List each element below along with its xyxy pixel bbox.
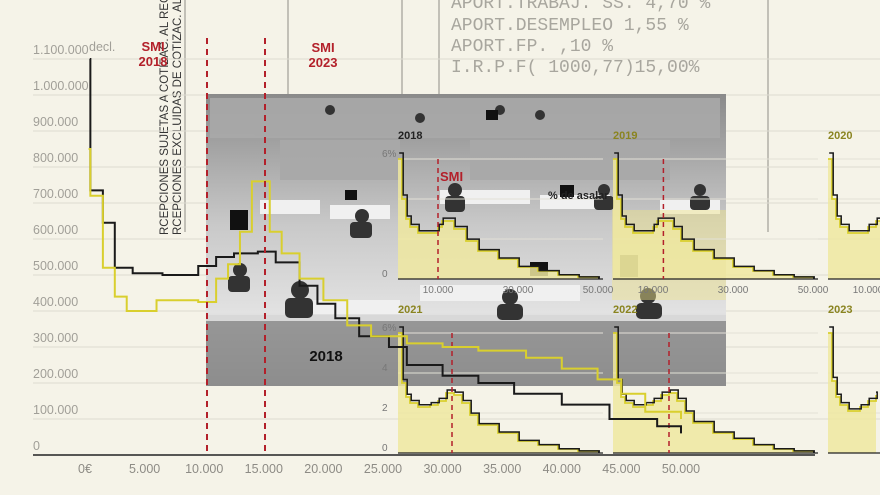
x-tick-label: 35.000 xyxy=(483,462,521,476)
x-tick-label: 20.000 xyxy=(304,462,342,476)
x-tick-label: 30.000 xyxy=(423,462,461,476)
x-tick-label: 15.000 xyxy=(245,462,283,476)
panel-smi-label: SMI xyxy=(440,169,463,184)
panel-black-line xyxy=(399,152,600,279)
y-tick-label: 200.000 xyxy=(33,367,78,381)
panel-y-tick: 0 xyxy=(382,443,388,454)
y-tick-label: 500.000 xyxy=(33,259,78,273)
y-tick-label: 1.100.000 xyxy=(33,43,89,57)
payslip-line: I.R.P.F( 1000,77)15,00% xyxy=(451,58,700,78)
panel-y-tick: 6% xyxy=(382,323,397,334)
panel-x-tick: 30.000 xyxy=(503,285,534,296)
panel-area-fill xyxy=(828,333,876,453)
y-tick-label: 900.000 xyxy=(33,115,78,129)
panel-2018: 2018 0 6% 10.000 30.000 50.000 SMI % de asalar xyxy=(382,130,614,296)
smi-markers xyxy=(206,38,266,455)
panel-y-tick: 6% xyxy=(382,149,397,160)
x-tick-label: 10.000 xyxy=(185,462,223,476)
panel-area-fill xyxy=(398,159,598,279)
rotated-caption: RCEPCIONES EXCLUIDAS DE COTIZAC. AL REG.… xyxy=(172,0,184,235)
smi-2023-label-line2: 2023 xyxy=(309,55,338,70)
panel-x-tick: 10.000 xyxy=(853,285,880,296)
smi-2023-label-line1: SMI xyxy=(311,40,334,55)
yellow-series-line xyxy=(88,148,682,419)
smi-2018-label-line1: SMI xyxy=(141,39,164,54)
panel-black-line xyxy=(614,152,815,279)
payslip-rules xyxy=(184,0,769,232)
y-tick-label: 100.000 xyxy=(33,403,78,417)
main-panel-label: 2018 xyxy=(309,348,342,365)
panel-x-tick: 10.000 xyxy=(638,285,669,296)
payslip-line: APORT.FP. ,10 % xyxy=(451,37,613,57)
panel-title: 2021 xyxy=(398,304,422,316)
panel-area-fill xyxy=(398,333,598,453)
x-tick-label: 40.000 xyxy=(543,462,581,476)
main-series xyxy=(88,58,682,434)
panel-x-tick: 30.000 xyxy=(718,285,749,296)
x-tick-label: 50.000 xyxy=(662,462,700,476)
panel-x-tick: 50.000 xyxy=(798,285,829,296)
office-photo xyxy=(206,94,726,386)
payslip-text: APORT.TRABAJ. SS. 4,70 % APORT.DESEMPLEO… xyxy=(451,0,710,78)
y-tick-label: 300.000 xyxy=(33,331,78,345)
y-tick-label: 600.000 xyxy=(33,223,78,237)
panel-area-fill xyxy=(613,333,813,453)
y-tick-label: 400.000 xyxy=(33,295,78,309)
panel-y-tick: 0 xyxy=(382,269,388,280)
y-tick-label: 700.000 xyxy=(33,187,78,201)
y-tick-label: 0 xyxy=(33,439,40,453)
panel-2019: 2019 10.000 30.000 50.000 xyxy=(613,130,829,296)
x-tick-label: 25.000 xyxy=(364,462,402,476)
x-tick-label: 45.000 xyxy=(602,462,640,476)
panel-black-line xyxy=(614,326,815,453)
y-unit-label: decl. xyxy=(89,40,115,54)
panel-x-tick: 10.000 xyxy=(423,285,454,296)
panel-title: 2018 xyxy=(398,130,422,142)
black-series-line xyxy=(89,58,682,434)
panel-black-line xyxy=(829,326,878,410)
panel-y-tick: 4 xyxy=(382,363,388,374)
panel-series-label: % de asalar xyxy=(548,190,609,202)
main-y-ticks: 0 100.000 200.000 300.000 400.000 500.000 600.… xyxy=(33,43,89,453)
y-tick-label: 1.000.000 xyxy=(33,79,89,93)
panel-area-fill xyxy=(828,159,880,279)
main-x-ticks: 0€ 5.000 10.000 15.000 20.000 25.000 30.000 35.… xyxy=(78,462,700,476)
panel-2020: 2020 10.000 xyxy=(828,130,880,296)
payslip-line: APORT.DESEMPLEO 1,55 % xyxy=(451,16,689,36)
panel-title: 2023 xyxy=(828,304,852,316)
panel-2021: 2021 0 2 4 6% xyxy=(382,304,603,454)
payslip-line: APORT.TRABAJ. SS. 4,70 % xyxy=(451,0,710,14)
panel-title: 2019 xyxy=(613,130,637,142)
x-tick-label: 0€ xyxy=(78,462,92,476)
panel-x-tick: 50.000 xyxy=(583,285,614,296)
panel-black-line xyxy=(399,326,600,453)
panel-2022: 2022 xyxy=(613,304,818,454)
panel-title: 2020 xyxy=(828,130,852,142)
panel-title: 2022 xyxy=(613,304,637,316)
x-tick-label: 5.000 xyxy=(129,462,160,476)
panel-yellow-line xyxy=(828,332,877,412)
panel-y-tick: 2 xyxy=(382,403,388,414)
y-tick-label: 800.000 xyxy=(33,151,78,165)
rotated-caption: RCEPCIONES SUJETAS A COTIZAC. AL REG. GE… xyxy=(159,0,171,235)
panel-2023: 2023 xyxy=(828,304,880,454)
smi-2018-label-line2: 2018 xyxy=(139,54,168,69)
